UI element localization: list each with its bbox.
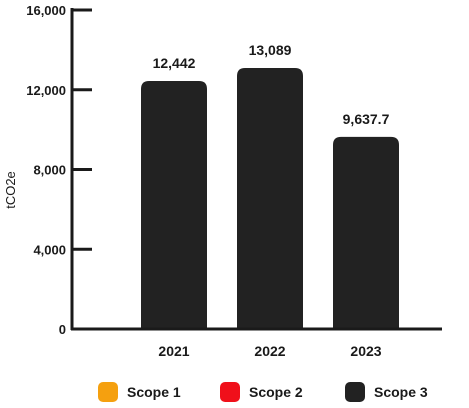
bar-scope-3-2022 [237,68,303,329]
data-labels: 12,442 13,089 9,637.7 [153,42,390,127]
y-tick-label: 8,000 [33,163,66,178]
legend-label: Scope 3 [374,384,428,400]
legend-swatch [345,382,365,402]
bar-scope-3-2021 [141,80,207,329]
y-axis-title: tCO2e [3,171,18,209]
y-tick-label: 16,000 [26,3,66,18]
legend-swatch [98,382,118,402]
data-label-2023: 9,637.7 [343,111,390,127]
legend-label: Scope 2 [249,384,303,400]
legend-item-scope-1: Scope 1 [98,382,181,402]
x-tick-label-2021: 2021 [158,343,189,359]
x-tick-label-2022: 2022 [254,343,285,359]
y-tick-label: 0 [59,322,66,337]
legend-swatch [220,382,240,402]
legend-item-scope-2: Scope 2 [220,382,303,402]
bars [141,68,399,329]
legend: Scope 1 Scope 2 Scope 3 [98,382,428,402]
data-label-2022: 13,089 [249,42,292,58]
legend-label: Scope 1 [127,384,181,400]
legend-item-scope-3: Scope 3 [345,382,428,402]
y-tick-label: 4,000 [33,242,66,257]
y-axis-ticks: 0 4,000 8,000 12,000 16,000 [26,3,92,337]
y-tick-label: 12,000 [26,83,66,98]
x-tick-label-2023: 2023 [350,343,381,359]
bar-scope-3-2023 [333,136,399,329]
data-label-2021: 12,442 [153,55,196,71]
x-axis-labels: 2021 2022 2023 [158,343,381,359]
